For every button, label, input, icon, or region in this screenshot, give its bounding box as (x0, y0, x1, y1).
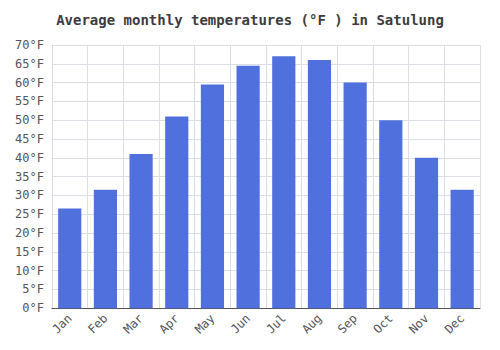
svg-text:70°F: 70°F (15, 38, 44, 52)
svg-text:5°F: 5°F (22, 282, 44, 296)
svg-text:60°F: 60°F (15, 76, 44, 90)
svg-text:Jul: Jul (264, 311, 289, 336)
svg-text:0°F: 0°F (22, 301, 44, 315)
svg-text:Mar: Mar (121, 311, 146, 336)
svg-text:Feb: Feb (85, 311, 110, 336)
svg-text:Average monthly temperatures (: Average monthly temperatures (°F ) in Sa… (56, 12, 444, 28)
svg-text:50°F: 50°F (15, 113, 44, 127)
svg-text:Nov: Nov (406, 311, 431, 336)
svg-text:Aug: Aug (299, 311, 324, 336)
svg-text:Dec: Dec (442, 311, 467, 336)
svg-text:Oct: Oct (371, 311, 396, 336)
svg-text:30°F: 30°F (15, 188, 44, 202)
svg-text:55°F: 55°F (15, 94, 44, 108)
svg-text:10°F: 10°F (15, 264, 44, 278)
svg-text:May: May (192, 311, 217, 336)
svg-text:65°F: 65°F (15, 57, 44, 71)
svg-text:25°F: 25°F (15, 207, 44, 221)
svg-text:15°F: 15°F (15, 245, 44, 259)
svg-text:40°F: 40°F (15, 151, 44, 165)
svg-text:Sep: Sep (335, 311, 360, 336)
svg-text:Jan: Jan (49, 311, 74, 336)
svg-text:45°F: 45°F (15, 132, 44, 146)
svg-text:Jun: Jun (228, 311, 253, 336)
svg-text:35°F: 35°F (15, 170, 44, 184)
svg-text:Apr: Apr (156, 311, 181, 336)
svg-text:20°F: 20°F (15, 226, 44, 240)
